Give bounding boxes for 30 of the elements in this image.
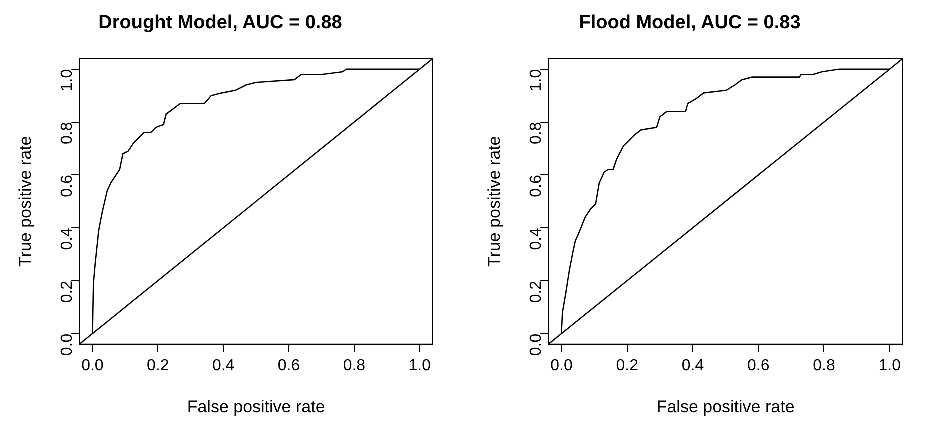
x-tick-label: 1.0 [878, 357, 902, 374]
y-tick-label: 0.2 [528, 280, 546, 304]
x-tick-label: 0.2 [616, 357, 639, 374]
y-tick-label: 0.2 [59, 280, 76, 304]
x-tick-label: 0.4 [682, 357, 704, 374]
y-tick-label: 0.4 [59, 228, 76, 250]
y-tick-label: 0.6 [59, 175, 76, 198]
x-axis-title: False positive rate [187, 397, 326, 416]
chart-title: Flood Model, AUC = 0.83 [579, 12, 801, 34]
x-axis-title: False positive rate [656, 397, 795, 416]
y-axis-title: True positive rate [484, 136, 504, 267]
x-tick-label: 0.6 [278, 357, 300, 374]
y-tick-label: 0.0 [528, 334, 546, 356]
y-tick-label: 0.8 [59, 122, 76, 145]
x-tick-label: 0.0 [82, 357, 104, 374]
x-tick-label: 0.0 [550, 357, 573, 374]
x-tick-label: 0.8 [813, 357, 836, 374]
chart-title: Drought Model, AUC = 0.88 [98, 12, 342, 34]
y-tick-label: 0.6 [528, 175, 546, 198]
x-tick-label: 1.0 [408, 357, 432, 374]
y-tick-label: 0.0 [59, 334, 76, 356]
x-tick-label: 0.6 [747, 357, 770, 374]
y-tick-label: 1.0 [59, 69, 76, 92]
y-tick-label: 1.0 [528, 69, 546, 92]
y-axis-title: True positive rate [16, 136, 35, 267]
y-tick-label: 0.8 [528, 122, 546, 145]
x-tick-label: 0.4 [212, 357, 235, 374]
y-tick-label: 0.4 [528, 228, 546, 250]
x-tick-label: 0.8 [343, 357, 366, 374]
x-tick-label: 0.2 [147, 357, 170, 374]
